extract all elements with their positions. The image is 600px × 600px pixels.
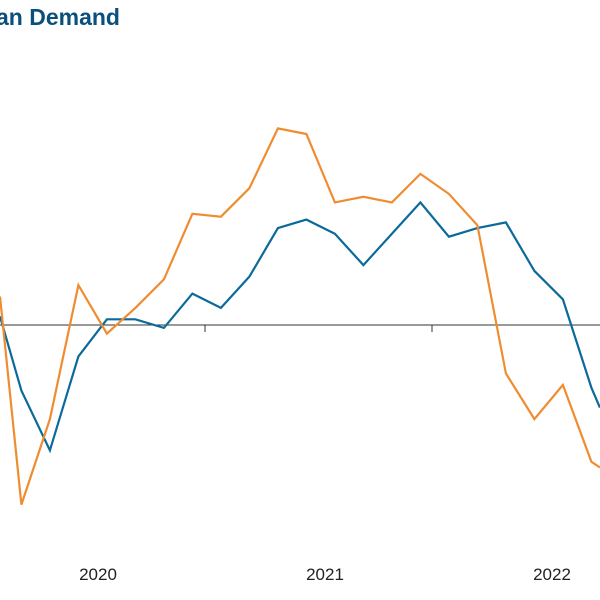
series-line-1: [0, 200, 600, 454]
x-tick-label-2020: 2020: [79, 565, 117, 584]
x-axis-ticks: [204, 325, 433, 332]
chart-title: an Demand: [0, 4, 120, 30]
series-line-2: [0, 127, 600, 505]
series-lines: [0, 127, 600, 505]
x-tick-label-2022: 2022: [533, 565, 571, 584]
x-tick-label-2021: 2021: [306, 565, 344, 584]
x-axis-labels: 2020 2021 2022: [79, 565, 571, 584]
